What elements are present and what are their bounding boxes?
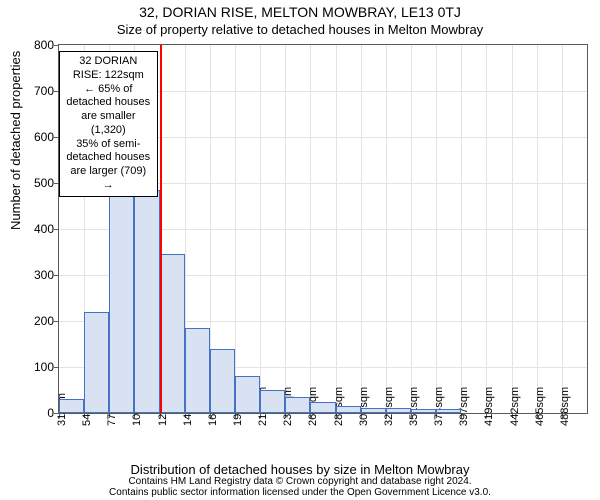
x-axis-label: Distribution of detached houses by size … bbox=[0, 462, 600, 477]
annot-line1: 32 DORIAN RISE: 122sqm bbox=[66, 55, 151, 83]
gridline-v bbox=[336, 45, 337, 413]
ytick-mark bbox=[54, 45, 59, 46]
bar bbox=[185, 328, 210, 413]
ytick-label: 700 bbox=[14, 84, 54, 98]
ytick-label: 500 bbox=[14, 176, 54, 190]
gridline-v bbox=[461, 45, 462, 413]
bar bbox=[411, 409, 436, 413]
bar bbox=[160, 254, 185, 413]
gridline-v bbox=[436, 45, 437, 413]
reference-line bbox=[160, 45, 162, 413]
ytick-label: 100 bbox=[14, 360, 54, 374]
annotation-box: 32 DORIAN RISE: 122sqm ← 65% of detached… bbox=[59, 51, 158, 197]
gridline-v bbox=[361, 45, 362, 413]
chart-container: 32, DORIAN RISE, MELTON MOWBRAY, LE13 0T… bbox=[0, 0, 600, 500]
ytick-label: 0 bbox=[14, 406, 54, 420]
bar bbox=[84, 312, 109, 413]
bar bbox=[386, 408, 411, 413]
ytick-mark bbox=[54, 367, 59, 368]
bar bbox=[260, 390, 285, 413]
bar bbox=[436, 409, 461, 413]
gridline-v bbox=[285, 45, 286, 413]
plot-area: 32 DORIAN RISE: 122sqm ← 65% of detached… bbox=[58, 44, 588, 414]
annot-line3: 35% of semi-detached houses are larger (… bbox=[66, 138, 151, 193]
title-main: 32, DORIAN RISE, MELTON MOWBRAY, LE13 0T… bbox=[0, 4, 600, 20]
annot-line2: ← 65% of detached houses are smaller (1,… bbox=[66, 83, 151, 138]
gridline-v bbox=[512, 45, 513, 413]
ytick-mark bbox=[54, 275, 59, 276]
ytick-label: 600 bbox=[14, 130, 54, 144]
gridline-v bbox=[310, 45, 311, 413]
gridline-v bbox=[411, 45, 412, 413]
bar bbox=[361, 408, 386, 413]
gridline-v bbox=[260, 45, 261, 413]
footer: Contains HM Land Registry data © Crown c… bbox=[0, 476, 600, 498]
ytick-mark bbox=[54, 321, 59, 322]
footer-line2: Contains public sector information licen… bbox=[0, 487, 600, 498]
bar bbox=[285, 397, 310, 413]
gridline-v bbox=[486, 45, 487, 413]
bar bbox=[210, 349, 235, 413]
bar bbox=[235, 376, 260, 413]
gridline-v bbox=[235, 45, 236, 413]
ytick-label: 200 bbox=[14, 314, 54, 328]
ytick-label: 400 bbox=[14, 222, 54, 236]
bar bbox=[336, 406, 361, 413]
bar bbox=[310, 402, 335, 414]
gridline-v bbox=[386, 45, 387, 413]
gridline-v bbox=[537, 45, 538, 413]
gridline-v bbox=[562, 45, 563, 413]
footer-line1: Contains HM Land Registry data © Crown c… bbox=[0, 476, 600, 487]
bar bbox=[59, 399, 84, 413]
bar bbox=[134, 190, 159, 413]
ytick-label: 300 bbox=[14, 268, 54, 282]
ytick-label: 800 bbox=[14, 38, 54, 52]
title-sub: Size of property relative to detached ho… bbox=[0, 22, 600, 37]
ytick-mark bbox=[54, 229, 59, 230]
